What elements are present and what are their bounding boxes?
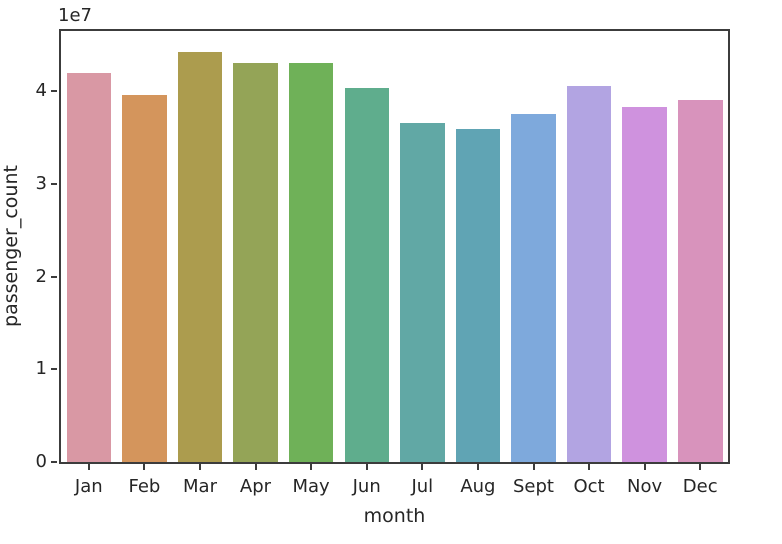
x-tick-mark	[588, 464, 590, 470]
bar-sept	[511, 114, 556, 462]
y-tick-mark	[51, 461, 57, 463]
x-tick-label-jul: Jul	[411, 476, 434, 497]
y-tick-label: 2	[35, 265, 47, 287]
x-tick-label-jan: Jan	[74, 476, 103, 497]
bar-dec	[678, 99, 723, 462]
x-tick-mark	[699, 464, 702, 470]
x-tick-mark	[643, 464, 646, 470]
x-tick-label-oct: Oct	[573, 476, 605, 497]
y-tick-mark	[51, 90, 57, 93]
x-tick-label-apr: Apr	[239, 476, 272, 497]
y-tick-mark	[51, 275, 57, 278]
x-tick-mark	[310, 464, 313, 470]
x-tick-label-nov: Nov	[627, 476, 663, 497]
x-tick-mark	[365, 464, 368, 470]
y-axis-offset-text: 1e7	[58, 5, 92, 26]
x-tick-mark	[199, 464, 201, 470]
y-tick-label: 3	[35, 172, 47, 194]
x-tick-label-aug: Aug	[460, 476, 496, 497]
y-tick-mark	[51, 182, 57, 185]
bar-may	[288, 63, 334, 462]
bar-feb	[122, 95, 167, 462]
x-tick-mark	[476, 464, 479, 470]
bar-jan	[66, 72, 112, 462]
x-tick-label-may: May	[292, 476, 330, 497]
bar-mar	[177, 52, 223, 462]
x-tick-label-feb: Feb	[128, 476, 161, 497]
x-tick-label-mar: Mar	[183, 476, 217, 497]
y-tick-mark	[51, 368, 57, 371]
x-tick-mark	[421, 464, 424, 470]
y-tick-label: 1	[35, 358, 47, 380]
x-tick-label-sept: Sept	[513, 476, 554, 497]
x-tick-mark	[87, 464, 90, 470]
y-tick-label: 0	[35, 451, 47, 472]
y-tick-label: 4	[35, 80, 47, 102]
bar-oct	[566, 85, 612, 462]
x-tick-mark	[254, 464, 257, 470]
plot-area	[59, 29, 730, 464]
bar-jun	[344, 87, 389, 462]
x-tick-mark	[532, 464, 535, 470]
x-tick-mark	[143, 464, 146, 470]
bar-jul	[400, 122, 445, 462]
x-axis-label: month	[363, 505, 426, 527]
x-tick-label-jun: Jun	[352, 476, 381, 497]
bar-aug	[455, 129, 501, 462]
x-tick-label-dec: Dec	[682, 476, 718, 497]
bar-nov	[622, 107, 667, 462]
bar-apr	[233, 62, 278, 462]
